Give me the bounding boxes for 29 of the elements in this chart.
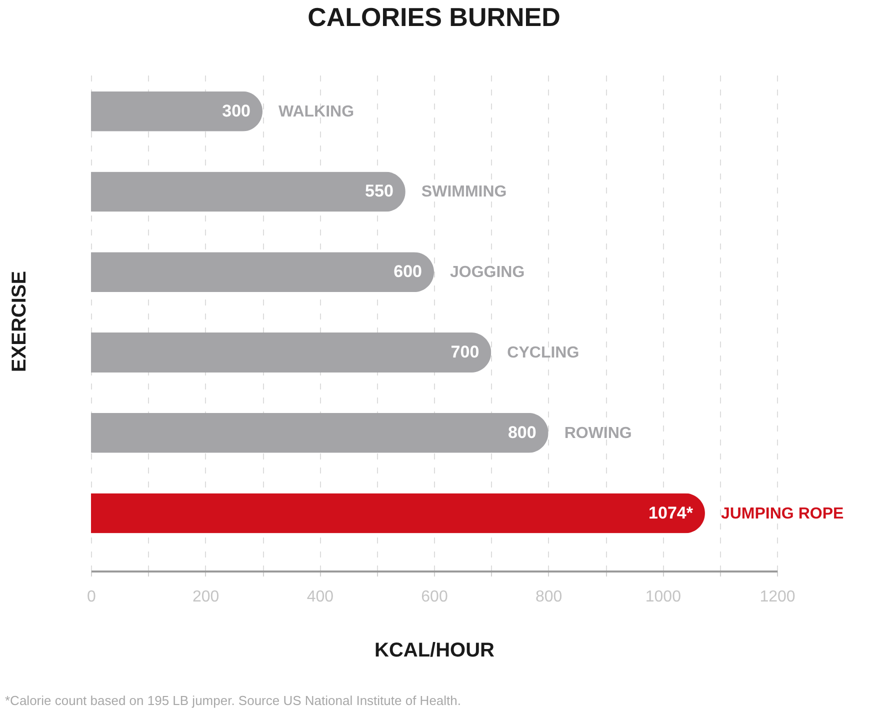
x-axis-title: KCAL/HOUR: [374, 640, 496, 662]
bar: [91, 91, 262, 132]
y-tick-label: ROWING: [564, 424, 632, 442]
bar: [91, 493, 705, 534]
data-label: 300: [222, 101, 250, 120]
x-tick-label: 400: [306, 588, 334, 606]
x-tick-label: 1000: [645, 588, 682, 606]
x-tick-label: 200: [192, 588, 220, 606]
y-tick-label: WALKING: [278, 103, 354, 120]
chart-title: CALORIES BURNED: [308, 2, 560, 32]
y-tick-label: SWIMMING: [421, 184, 507, 201]
text: *Calorie count based on 195 LB jumper. Source US National Institute of Health.: [5, 693, 461, 708]
data-label: 700: [450, 342, 480, 362]
y-tick-label: JOGGING: [450, 264, 525, 282]
bar: [91, 412, 548, 453]
bar: [91, 252, 434, 292]
x-tick-label: 600: [421, 588, 448, 606]
data-label: 550: [365, 182, 394, 201]
y-axis-title: EXERCISE: [8, 270, 30, 372]
x-tick-label: 0: [87, 588, 96, 606]
x-tick-label: 1200: [760, 588, 796, 606]
y-tick-label: CYCLING: [507, 344, 580, 362]
bar: [91, 332, 492, 373]
x-tick-label: 800: [535, 588, 562, 606]
data-label: 1074*: [648, 503, 694, 522]
y-tick-label: JUMPING ROPE: [720, 505, 844, 522]
data-label: 800: [508, 422, 536, 442]
data-label: 600: [394, 262, 422, 282]
bar: [91, 172, 406, 212]
